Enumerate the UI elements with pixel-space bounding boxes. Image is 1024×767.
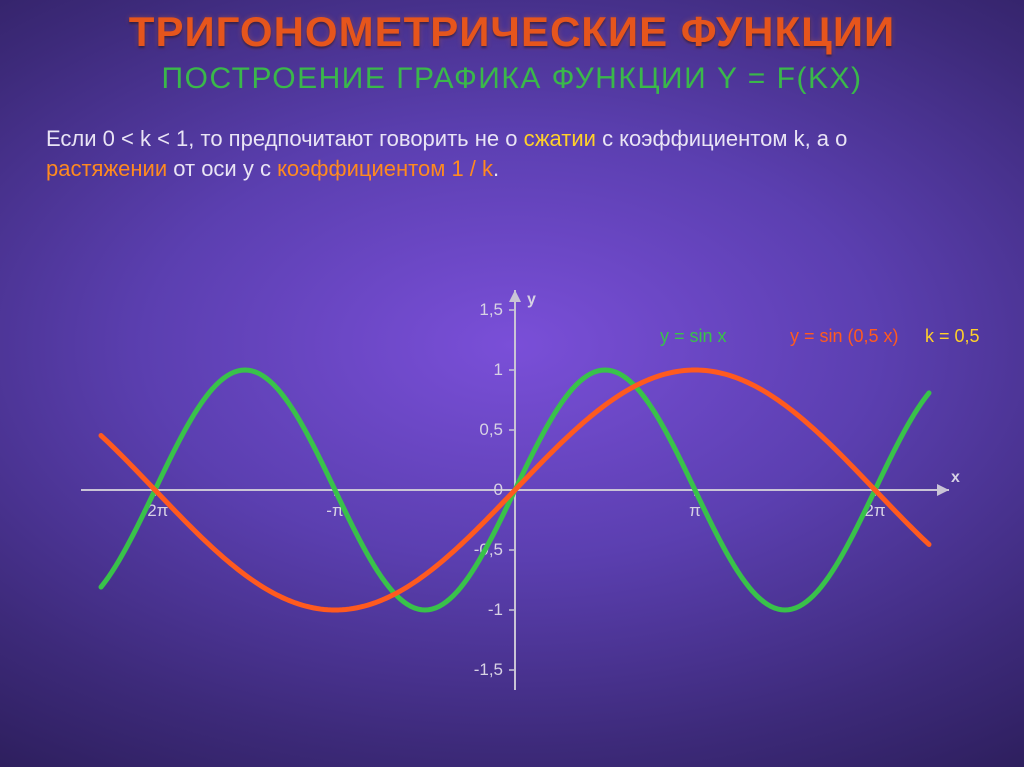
x-axis-arrow: [937, 484, 949, 496]
desc-p4: .: [493, 156, 499, 181]
desc-p3: от оси y с: [167, 156, 277, 181]
y-tick-label: -1: [488, 600, 503, 619]
desc-highlight-1: сжатии: [524, 126, 596, 151]
title-line1: ТРИГОНОМЕТРИЧЕСКИЕ ФУНКЦИИ: [0, 8, 1024, 56]
desc-p2: с коэффициентом k, а о: [596, 126, 847, 151]
title-line2: ПОСТРОЕНИЕ ГРАФИКА ФУНКЦИИ Y = F(KX): [0, 62, 1024, 96]
title: ТРИГОНОМЕТРИЧЕСКИЕ ФУНКЦИИ ПОСТРОЕНИЕ ГР…: [0, 0, 1024, 96]
desc-p1: Если 0 < k < 1, то предпочитают говорить…: [46, 126, 524, 151]
desc-highlight-2: растяжении: [46, 156, 167, 181]
curve-label-sinx: y = sin x: [660, 326, 727, 346]
y-axis-arrow: [509, 290, 521, 302]
chart: xy1,510,50-0,5-1-1,5-2π-ππ2πy = sin xy =…: [50, 280, 980, 730]
x-axis-label: x: [951, 469, 960, 486]
y-tick-label: 0: [494, 480, 503, 499]
description: Если 0 < k < 1, то предпочитают говорить…: [46, 124, 964, 183]
y-tick-label: 0,5: [479, 420, 503, 439]
curve-label-sin05x: y = sin (0,5 x): [790, 326, 899, 346]
y-axis-label: y: [527, 291, 536, 308]
y-tick-label: 1,5: [479, 300, 503, 319]
y-tick-label: 1: [494, 360, 503, 379]
y-tick-label: -1,5: [474, 660, 503, 679]
desc-highlight-3: коэффициентом 1 / k: [277, 156, 493, 181]
chart-svg: xy1,510,50-0,5-1-1,5-2π-ππ2πy = sin xy =…: [50, 280, 980, 730]
k-label: k = 0,5: [925, 326, 980, 346]
